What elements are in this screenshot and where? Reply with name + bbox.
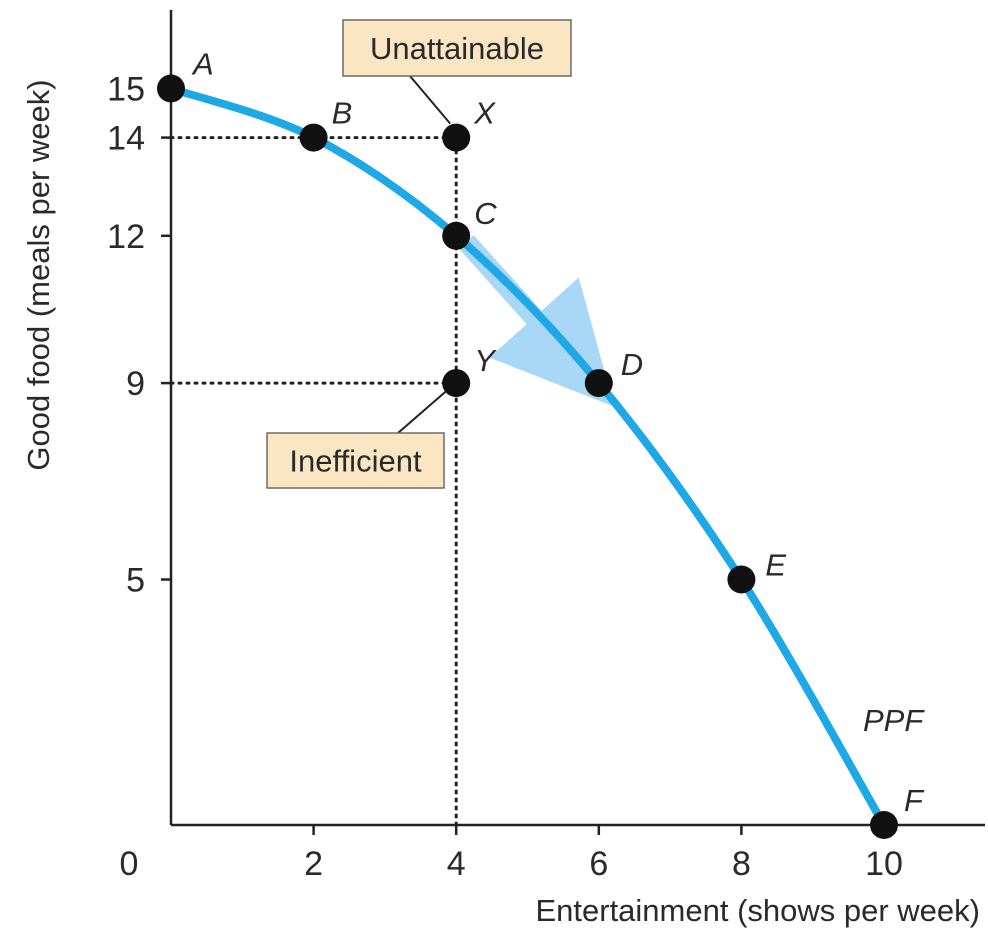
point-e — [727, 565, 756, 594]
point-d — [584, 369, 613, 398]
point-label-f: F — [904, 783, 925, 818]
x-tick-label-1: 2 — [304, 845, 323, 883]
point-a — [157, 74, 185, 103]
y-tick-label-1: 9 — [126, 365, 145, 403]
x-tick-label-3: 6 — [589, 845, 608, 883]
inefficient-callout-leader — [397, 390, 447, 434]
point-label-e: E — [765, 548, 786, 583]
x-tick-label-0: 0 — [120, 845, 139, 883]
point-x — [442, 123, 471, 152]
unattainable-callout-leader — [409, 75, 451, 125]
point-b — [299, 123, 328, 152]
point-label-b: B — [332, 96, 353, 131]
x-tick-label-2: 4 — [447, 845, 466, 883]
ppf-curve-label: PPF — [863, 703, 925, 738]
y-axis-title: Good food (meals per week) — [21, 79, 56, 470]
y-tick-label-0: 5 — [126, 562, 145, 600]
point-y — [442, 369, 471, 398]
x-tick-label-4: 8 — [732, 845, 751, 883]
y-tick-label-2: 12 — [107, 218, 145, 256]
inefficient-callout-box — [266, 432, 445, 489]
x-axis-title: Entertainment (shows per week) — [535, 893, 980, 928]
point-label-a: A — [191, 47, 214, 82]
point-label-x: X — [473, 96, 496, 131]
point-label-c: C — [474, 196, 497, 231]
point-f — [870, 811, 898, 839]
point-label-d: D — [621, 347, 643, 382]
point-label-y: Y — [474, 343, 497, 378]
inefficient-callout-text: Inefficient — [289, 444, 422, 479]
x-tick-label-5: 10 — [865, 845, 903, 883]
unattainable-callout-text: Unattainable — [370, 31, 544, 66]
point-c — [442, 221, 471, 250]
y-tick-label-4: 15 — [107, 71, 145, 109]
y-tick-label-3: 14 — [107, 120, 145, 158]
unattainable-callout-box — [342, 19, 572, 77]
